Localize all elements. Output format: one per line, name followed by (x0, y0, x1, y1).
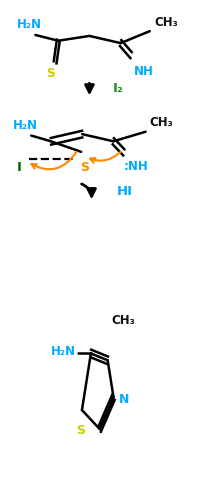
Text: CH₃: CH₃ (112, 314, 136, 327)
Text: CH₃: CH₃ (150, 116, 173, 129)
Text: :NH: :NH (124, 160, 149, 172)
Text: NH: NH (134, 65, 154, 78)
Text: S: S (80, 161, 89, 174)
FancyArrowPatch shape (31, 152, 77, 170)
Text: HI: HI (116, 185, 132, 198)
Text: H₂N: H₂N (12, 119, 37, 132)
Text: N: N (119, 393, 129, 406)
Text: CH₃: CH₃ (154, 16, 178, 29)
Text: H₂N: H₂N (17, 18, 42, 31)
FancyArrowPatch shape (90, 152, 121, 163)
Text: I₂: I₂ (112, 82, 123, 95)
Text: H₂N: H₂N (51, 344, 76, 358)
Text: S: S (76, 424, 85, 437)
Text: I: I (16, 161, 21, 174)
Text: S: S (46, 67, 54, 80)
